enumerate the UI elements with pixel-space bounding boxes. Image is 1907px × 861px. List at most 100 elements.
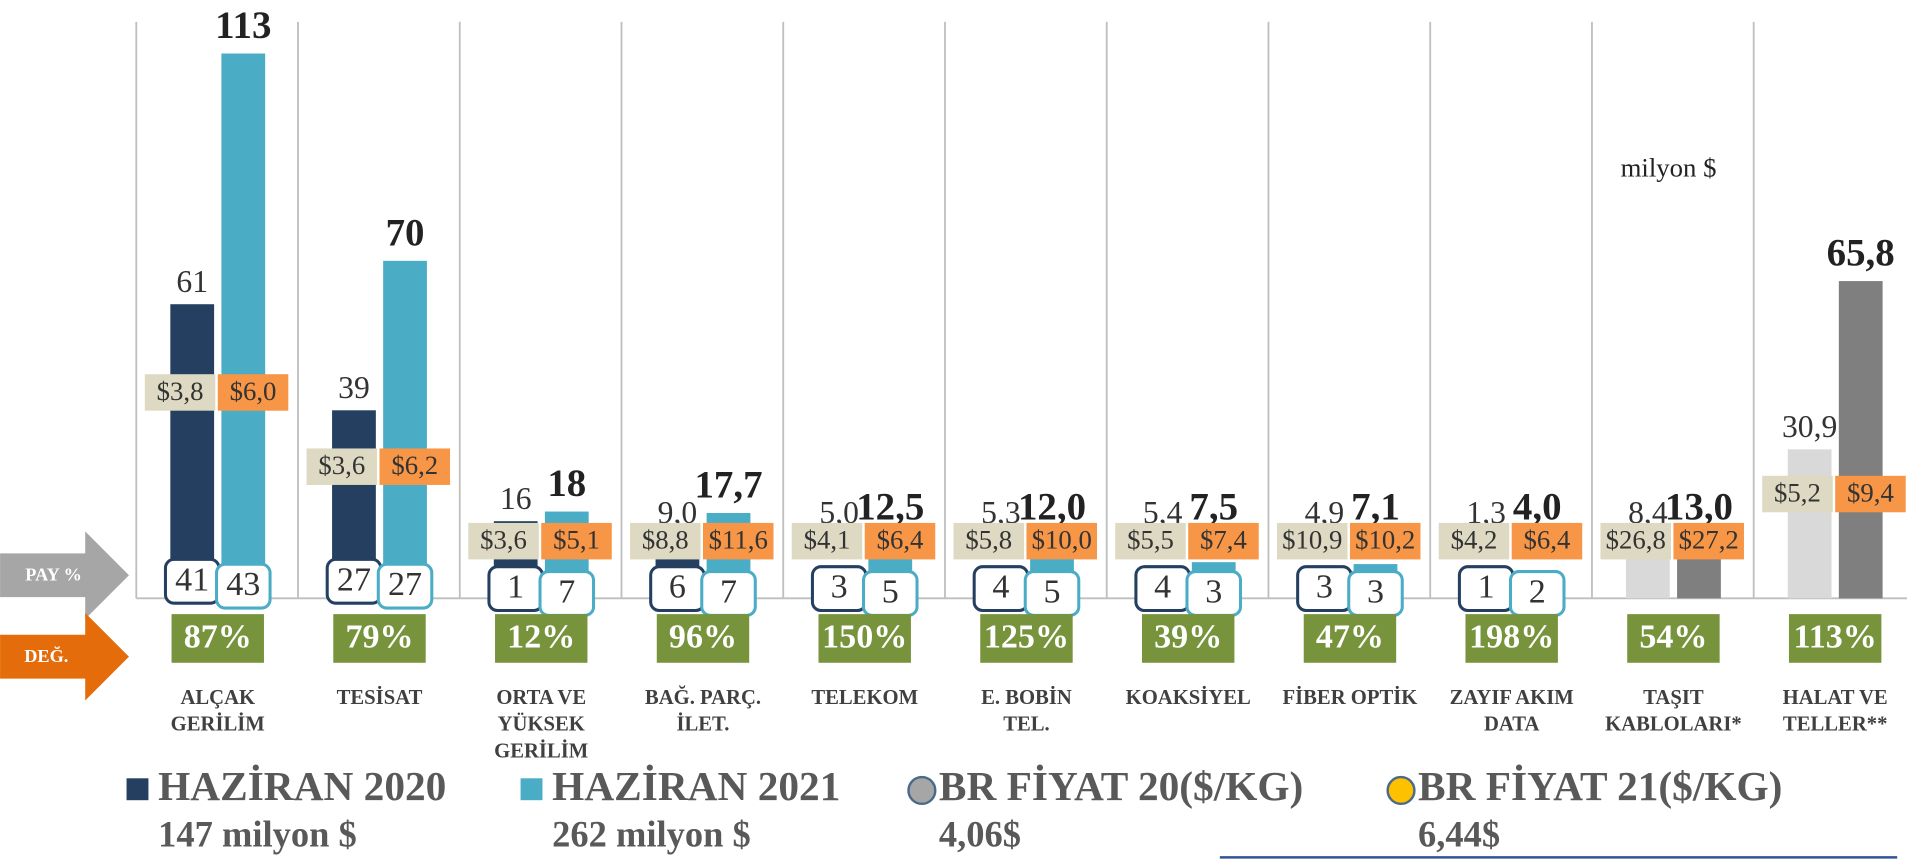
value-label-2020: 30,9 — [1782, 409, 1837, 444]
price-box — [791, 522, 863, 560]
price-label: $3,6 — [480, 525, 527, 555]
change-box — [980, 614, 1073, 663]
change-box — [171, 614, 264, 663]
value-label-2021: 70 — [386, 211, 425, 254]
change-box — [818, 614, 911, 663]
category-label: GERİLİM — [494, 739, 588, 763]
share-box — [215, 562, 272, 610]
price-box — [1511, 522, 1583, 560]
price-label: $6,2 — [391, 450, 438, 480]
bar — [383, 260, 427, 599]
change-label: 47% — [1316, 618, 1384, 655]
price-label: $7,4 — [1200, 525, 1247, 555]
category-label: ZAYIF AKIM — [1450, 687, 1574, 709]
value-label-2021: 18 — [547, 462, 586, 505]
share-value: 7 — [720, 573, 737, 610]
change-box — [1303, 614, 1397, 663]
price-box — [306, 448, 378, 485]
unit-note: milyon $ — [1621, 152, 1717, 182]
change-label: 113% — [1794, 618, 1877, 655]
value-label-2021: 17,7 — [694, 464, 762, 507]
change-label: 39% — [1154, 618, 1222, 655]
category-label: KABLOLARI* — [1605, 714, 1742, 736]
value-label-2021: 12,5 — [856, 486, 924, 529]
value-label-2021: 65,8 — [1827, 232, 1895, 275]
bar — [1838, 281, 1883, 599]
share-value: 4 — [992, 569, 1009, 606]
price-box — [864, 522, 936, 560]
price-box — [144, 374, 216, 411]
change-box — [333, 614, 426, 663]
change-label: 87% — [184, 618, 252, 655]
price-box — [1438, 522, 1510, 560]
category-label: ORTA VE — [496, 687, 586, 709]
price-label: $6,4 — [1524, 525, 1571, 555]
category-label: KOAKSİYEL — [1126, 685, 1251, 709]
value-label-2021: 7,1 — [1351, 486, 1400, 529]
price-box — [953, 522, 1025, 560]
value-label-2020: 61 — [176, 264, 208, 299]
share-value: 6 — [669, 569, 686, 606]
change-label: 198% — [1469, 618, 1554, 655]
change-label: DEĞ. — [24, 645, 68, 666]
share-value: 2 — [1529, 573, 1546, 610]
price-box — [217, 374, 289, 411]
price-label: $5,8 — [965, 525, 1012, 555]
change-label: 96% — [669, 618, 737, 655]
category-label: YÜKSEK — [498, 713, 585, 736]
legend-name: BR FİYAT 20($/KG) — [939, 763, 1303, 810]
bar — [1626, 557, 1670, 599]
share-value: 27 — [337, 561, 371, 598]
share-value: 7 — [558, 573, 575, 610]
change-label: 150% — [822, 618, 907, 655]
category-label: DATA — [1484, 714, 1540, 736]
price-label: $6,4 — [877, 525, 924, 555]
price-box — [1600, 522, 1671, 560]
price-box — [1026, 522, 1097, 560]
share-label: PAY % — [25, 565, 82, 585]
share-box — [376, 562, 434, 610]
legend-marker — [520, 778, 543, 801]
price-label: $5,1 — [553, 525, 600, 555]
legend-subtitle: 6,44$ — [1418, 813, 1500, 854]
category-label: İLET. — [676, 712, 729, 736]
change-arrow — [0, 612, 129, 701]
share-value: 3 — [831, 569, 848, 606]
category-label: ALÇAK — [180, 687, 255, 709]
change-box — [1465, 614, 1558, 663]
change-label: 79% — [345, 618, 413, 655]
legend-subtitle: 262 milyon $ — [552, 813, 751, 854]
price-box — [1673, 522, 1744, 560]
price-box — [379, 448, 451, 485]
price-box — [1835, 475, 1906, 513]
price-label: $5,2 — [1774, 477, 1821, 507]
share-value: 41 — [175, 561, 209, 598]
price-label: $8,8 — [642, 525, 689, 555]
price-label: $10,0 — [1032, 525, 1092, 555]
price-label: $6,0 — [230, 376, 277, 406]
value-label-2021: 12,0 — [1018, 486, 1086, 529]
legend-name: BR FİYAT 21($/KG) — [1418, 763, 1782, 810]
price-label: $3,6 — [318, 450, 365, 480]
share-value: 5 — [1043, 573, 1060, 610]
category-label: TAŞIT — [1643, 687, 1704, 709]
value-label-2021: 13,0 — [1665, 486, 1733, 529]
bar — [221, 53, 266, 599]
legend-name: HAZİRAN 2021 — [552, 763, 840, 809]
category-label: HALAT VE — [1783, 687, 1888, 709]
change-label: 54% — [1639, 618, 1707, 655]
share-value: 1 — [507, 569, 524, 606]
legend-subtitle: 4,06$ — [939, 813, 1021, 854]
legend-name: HAZİRAN 2020 — [158, 763, 446, 809]
price-label: $4,1 — [804, 525, 851, 555]
change-label: 12% — [507, 618, 575, 655]
price-box — [1349, 522, 1421, 560]
share-value: 3 — [1316, 569, 1333, 606]
change-box — [1627, 614, 1720, 663]
category-label: GERİLİM — [171, 712, 265, 736]
category-label: TELLER** — [1783, 714, 1887, 736]
share-value: 4 — [1154, 569, 1171, 606]
legend-subtitle: 147 milyon $ — [158, 813, 357, 854]
value-label-2020: 39 — [338, 370, 370, 405]
change-label: 125% — [984, 618, 1069, 655]
